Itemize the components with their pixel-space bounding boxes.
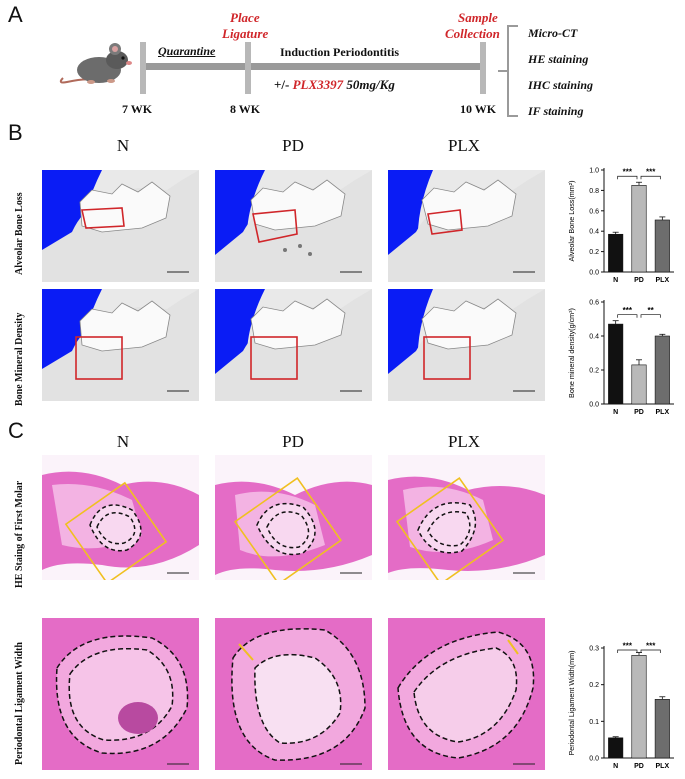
significance-bracket — [640, 649, 661, 653]
pdl-image-n — [42, 618, 199, 770]
bar-plx — [654, 335, 670, 405]
x-tick-label: N — [613, 763, 618, 770]
timeline-tick-8wk — [245, 42, 251, 94]
bar-plx — [654, 699, 670, 759]
ct-image-bmd-n — [42, 289, 199, 401]
y-tick-label: 0.8 — [589, 188, 599, 195]
significance-bracket — [617, 314, 638, 318]
week-label-7: 7 WK — [122, 102, 153, 116]
panel-letter-b: B — [8, 120, 23, 145]
induction-label: Induction Periodontitis — [280, 45, 400, 59]
ligature-label: Ligature — [222, 26, 269, 41]
y-tick-label: 0.3 — [589, 646, 599, 653]
row-label-pdl: Periodontal Ligament Width — [14, 642, 25, 765]
he-image-plx — [388, 455, 545, 580]
col-header-n-c: N — [116, 432, 130, 451]
y-tick-label: 0.4 — [589, 229, 599, 236]
mouse-icon — [59, 43, 132, 84]
significance-label: *** — [623, 168, 633, 177]
assay-if: IF staining — [528, 104, 584, 118]
he-image-n — [42, 455, 199, 580]
timeline-tick-10wk — [480, 42, 486, 94]
pdl-image-pd — [215, 618, 372, 770]
col-header-plx-b: PLX — [447, 136, 481, 155]
y-tick-label: 0.0 — [589, 756, 599, 763]
ct-image-abl-plx — [388, 170, 545, 282]
quarantine-label: Quarantine — [158, 44, 216, 58]
significance-bracket — [640, 175, 661, 180]
y-tick-label: 0.0 — [589, 402, 599, 409]
bar-plx — [654, 219, 670, 273]
y-tick-label: 0.2 — [589, 682, 599, 689]
x-tick-label: PD — [634, 763, 644, 770]
bar-pd — [631, 655, 647, 759]
bar-n — [608, 323, 624, 405]
col-header-n-b: N — [116, 136, 130, 155]
x-tick-label: N — [613, 277, 618, 284]
y-axis-label: Periodontal Ligament Width(mm) — [567, 650, 576, 755]
treatment-prefix: +/- — [274, 77, 293, 92]
he-image-pd — [215, 455, 372, 580]
col-header-pd-c: PD — [282, 432, 304, 451]
x-tick-label: N — [613, 409, 618, 416]
sample-label: Sample — [458, 10, 498, 25]
panel-letter-c: C — [8, 418, 24, 443]
col-header-pd-b: PD — [282, 136, 304, 155]
x-tick-label: PLX — [656, 409, 670, 416]
assay-ihc: IHC staining — [528, 78, 594, 92]
week-label-8: 8 WK — [230, 102, 261, 116]
y-tick-label: 0.1 — [589, 719, 599, 726]
y-tick-label: 0.2 — [589, 368, 599, 375]
y-tick-label: 0.6 — [589, 300, 599, 307]
x-tick-label: PD — [634, 277, 644, 284]
row-label-bmd: Bone Mineral Density — [14, 312, 25, 406]
y-tick-label: 0.6 — [589, 208, 599, 215]
assay-he: HE staining — [528, 52, 589, 66]
panel-letter-a: A — [8, 2, 23, 27]
ct-image-abl-n — [42, 170, 199, 282]
timeline-tick-7wk — [140, 42, 146, 94]
significance-label: *** — [646, 168, 656, 177]
y-axis-label: Bone mineral density(g/cm³) — [567, 308, 576, 398]
significance-bracket — [617, 175, 638, 180]
y-tick-label: 1.0 — [589, 168, 599, 175]
significance-label: *** — [646, 642, 656, 651]
x-tick-label: PLX — [656, 277, 670, 284]
chart-alveolar-bone-loss: Alveolar Bone Loss(mm²) 0.0 0.2 0.4 0.6 0.8 1.… — [567, 168, 674, 284]
bar-n — [608, 737, 624, 759]
ct-image-abl-pd — [215, 170, 372, 282]
row-label-he: HE Staing of First Molar — [14, 480, 25, 588]
assay-bracket — [498, 25, 518, 117]
bar-pd — [631, 184, 647, 273]
week-label-10: 10 WK — [460, 102, 497, 116]
significance-label: *** — [623, 306, 633, 315]
significance-bracket — [640, 314, 661, 318]
y-tick-label: 0.0 — [589, 270, 599, 277]
significance-label: ** — [648, 306, 655, 315]
ct-image-bmd-plx — [388, 289, 545, 401]
treatment-label: +/- PLX3397 50mg/Kg — [274, 77, 395, 93]
collection-label: Collection — [445, 26, 500, 41]
bar-pd — [631, 364, 647, 405]
row-label-abl: Alveolar Bone Loss — [14, 192, 25, 275]
treatment-drug: PLX3397 — [292, 77, 344, 92]
chart-bone-mineral-density: Bone mineral density(g/cm³) 0.0 0.2 0.4 0.6 N… — [567, 300, 674, 416]
bar-n — [608, 233, 624, 273]
y-tick-label: 0.4 — [589, 334, 599, 341]
assay-microct: Micro-CT — [528, 26, 578, 40]
significance-bracket — [617, 649, 638, 653]
treatment-dose: 50mg/Kg — [343, 77, 395, 92]
x-tick-label: PLX — [656, 763, 670, 770]
chart-periodontal-ligament-width: Periodontal Ligament Width(mm) 0.0 0.1 0.2 0… — [567, 642, 674, 770]
col-header-plx-c: PLX — [447, 432, 481, 451]
x-tick-label: PD — [634, 409, 644, 416]
y-axis-label: Alveolar Bone Loss(mm²) — [567, 180, 576, 261]
ct-image-bmd-pd — [215, 289, 372, 401]
place-label: Place — [230, 10, 260, 25]
significance-label: *** — [623, 642, 633, 651]
timeline-bar — [146, 63, 484, 70]
pdl-image-plx — [388, 618, 545, 770]
y-tick-label: 0.2 — [589, 249, 599, 256]
